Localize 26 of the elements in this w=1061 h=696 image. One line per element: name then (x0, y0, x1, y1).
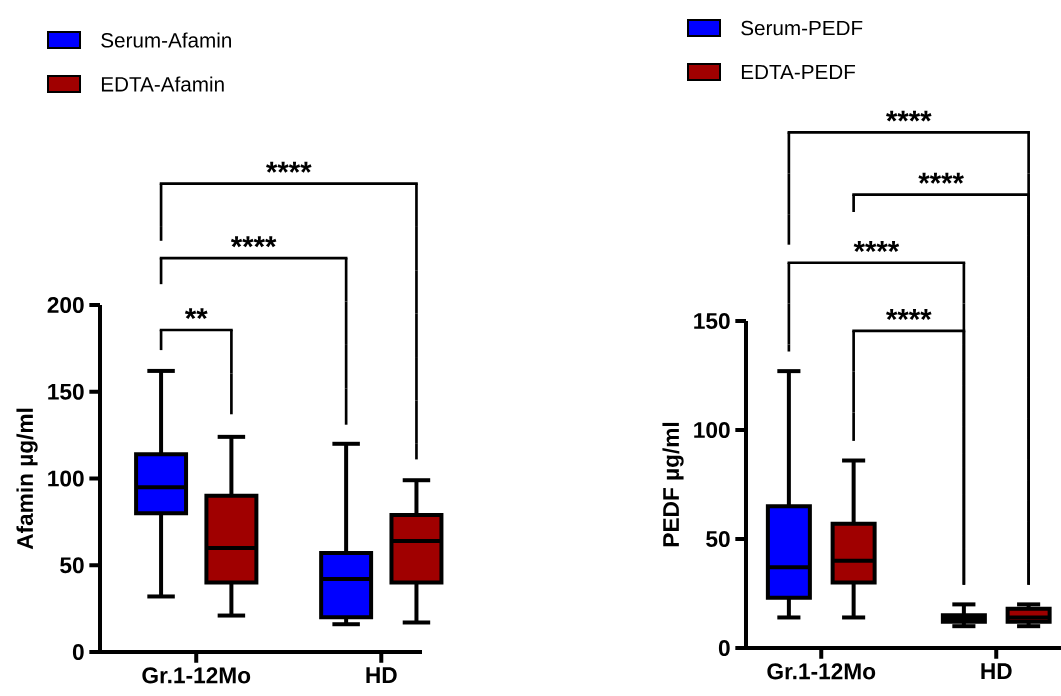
y-tick-label: 0 (72, 643, 84, 661)
y-tick-label: 150 (48, 383, 84, 400)
text: **** (886, 309, 932, 320)
text: **** (886, 110, 932, 122)
x-tick-label: HD (366, 667, 397, 683)
y-tick-label: 100 (694, 421, 730, 439)
text: **** (230, 236, 277, 248)
y-tick-label: 200 (47, 296, 84, 314)
text: **** (266, 161, 312, 173)
text: **** (918, 172, 964, 184)
y-axis-title: Afamin µg/ml (16, 408, 38, 550)
text: **** (853, 241, 900, 252)
x-tick-label: HD (981, 663, 1012, 679)
x-tick-label: Gr.1-12Mo (142, 667, 251, 684)
y-tick-label: 50 (706, 530, 730, 548)
x-tick-label: Gr.1-12Mo (767, 663, 876, 680)
y-tick-label: 0 (718, 639, 730, 657)
legend-label: Serum-PEDF (741, 20, 863, 36)
y-axis-title: PEDF µg/ml (662, 422, 684, 547)
y-tick-label: 150 (694, 312, 730, 330)
y-tick-label: 50 (60, 557, 84, 574)
annotation: ** (184, 308, 208, 320)
legend-label: Serum-Afamin (101, 32, 231, 48)
y-tick-label: 100 (48, 470, 84, 487)
legend-label: EDTA-PEDF (741, 64, 856, 80)
legend-label: EDTA-Afamin (101, 76, 224, 92)
